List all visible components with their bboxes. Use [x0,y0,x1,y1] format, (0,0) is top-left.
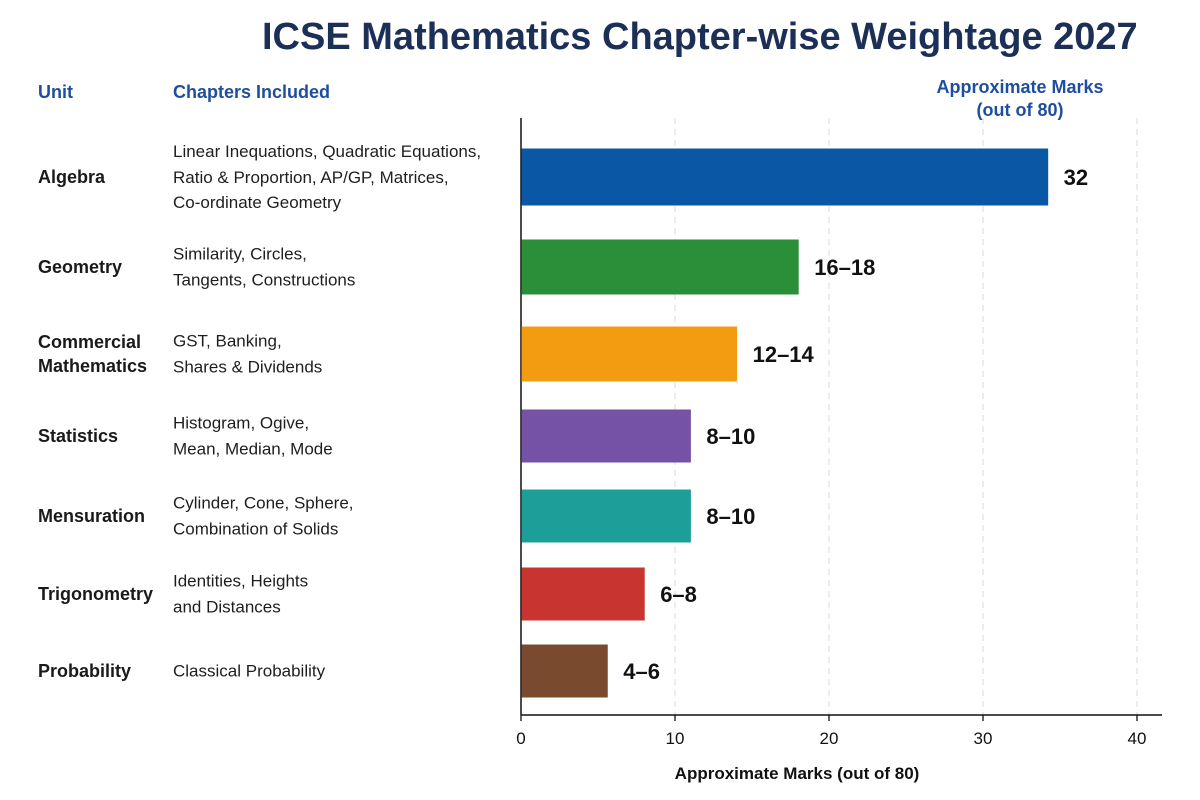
unit-label-line: Mensuration [38,506,146,526]
chapters-line: Cylinder, Cone, Sphere, [173,493,354,513]
value-label-statistics: 8–10 [706,424,755,449]
bar-commercial-mathematics [521,326,738,382]
chapters-line: GST, Banking, [173,331,282,351]
x-tick-label-30: 30 [974,729,993,748]
unit-label-algebra: Algebra [38,165,164,189]
unit-label-line: Commercial [38,332,142,352]
chapters-line: Histogram, Ogive, [173,413,310,433]
chapters-line: Ratio & Proportion, AP/GP, Matrices, [173,167,449,187]
unit-label-trigonometry: Trigonometry [38,582,164,606]
x-tick-label-0: 0 [516,729,525,748]
bar-geometry [521,239,799,295]
unit-label-line: Probability [38,661,132,681]
marks-header-line-1: Approximate Marks [936,77,1104,97]
chapters-line: Linear Inequations, Quadratic Equations, [173,141,482,161]
bar-trigonometry [521,567,645,621]
chapters-line: Identities, Heights [173,571,309,591]
x-tick-label-40: 40 [1128,729,1147,748]
unit-column-header: Unit [38,82,73,102]
unit-label-geometry: Geometry [38,255,164,279]
x-tick-label-10: 10 [666,729,685,748]
chapters-line: Shares & Dividends [173,357,323,376]
value-label-commercial-mathematics: 12–14 [753,342,815,367]
value-label-mensuration: 8–10 [706,504,755,529]
marks-column-header: Approximate Marks (out of 80) [900,76,1140,122]
unit-label-line: Algebra [38,167,106,187]
marks-header-line-2: (out of 80) [976,100,1064,120]
chapters-text-commercial-mathematics: GST, Banking, Shares & Dividends [173,329,513,380]
chapters-line: and Distances [173,597,281,616]
chapters-text-probability: Classical Probability [173,658,513,684]
chapters-text-mensuration: Cylinder, Cone, Sphere, Combination of So… [173,491,513,542]
unit-label-mensuration: Mensuration [38,504,164,528]
value-label-geometry: 16–18 [814,255,875,280]
x-tick-label-20: 20 [820,729,839,748]
chapters-line: Combination of Solids [173,519,339,538]
unit-label-line: Mathematics [38,356,148,376]
chapters-line: Similarity, Circles, [173,244,307,264]
value-label-probability: 4–6 [623,659,660,684]
chapters-text-statistics: Histogram, Ogive, Mean, Median, Mode [173,411,513,462]
unit-label-line: Statistics [38,426,119,446]
x-axis-label: Approximate Marks (out of 80) [675,764,920,783]
bar-statistics [521,409,691,463]
chapters-line: Classical Probability [173,661,326,681]
bar-mensuration [521,489,691,543]
chapters-line: Tangents, Constructions [173,270,356,289]
unit-label-commercial-mathematics: Commercial Mathematics [38,330,164,378]
bar-algebra [521,148,1049,206]
chapters-column-header: Chapters Included [173,82,331,102]
value-label-trigonometry: 6–8 [660,582,697,607]
bar-probability [521,644,608,698]
unit-label-line: Trigonometry [38,584,154,604]
unit-label-probability: Probability [38,659,164,683]
chapters-text-algebra: Linear Inequations, Quadratic Equations,… [173,139,513,216]
chart-title: ICSE Mathematics Chapter-wise Weightage … [262,16,1138,58]
chapters-line: Mean, Median, Mode [173,439,333,458]
chapters-text-geometry: Similarity, Circles, Tangents, Constructi… [173,242,513,293]
value-label-algebra: 32 [1064,165,1088,190]
unit-label-line: Geometry [38,257,123,277]
chapters-line: Co-ordinate Geometry [173,192,342,212]
chapters-text-trigonometry: Identities, Heights and Distances [173,569,513,620]
unit-label-statistics: Statistics [38,424,164,448]
